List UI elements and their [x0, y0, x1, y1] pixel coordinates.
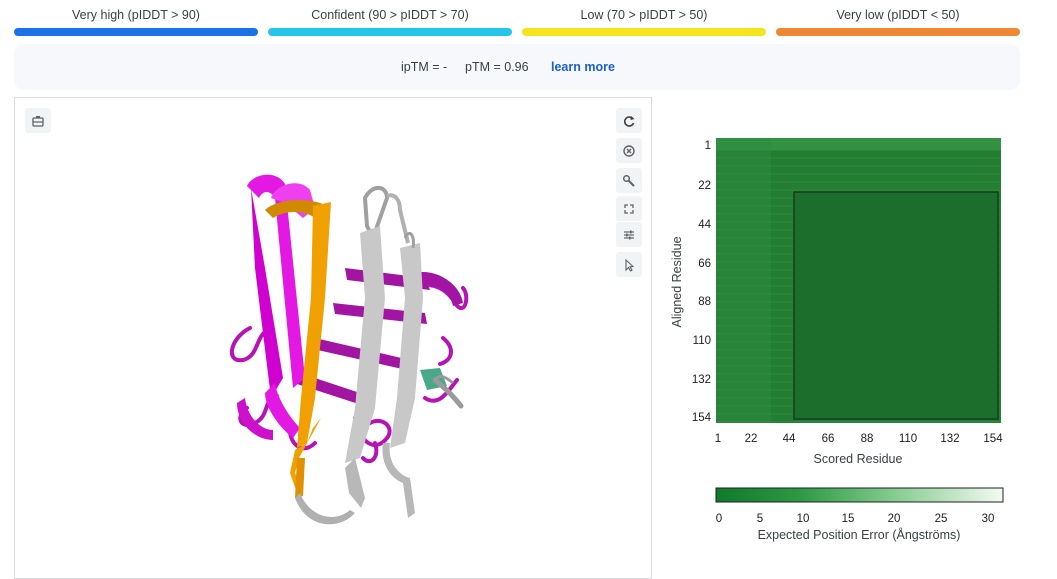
gray-strands — [295, 185, 423, 525]
legend-label: Low (70 > pIDDT > 50) — [580, 8, 708, 22]
pae-colorbar — [715, 487, 1004, 503]
structure-viewer[interactable] — [14, 97, 652, 579]
colorbar-tick: 5 — [757, 513, 763, 525]
legend-bar — [776, 28, 1020, 36]
legend-very-high: Very high (pIDDT > 90) — [14, 8, 258, 40]
learn-more-link[interactable]: learn more — [551, 60, 615, 74]
y-tick: 44 — [698, 219, 711, 231]
legend-label: Confident (90 > pIDDT > 70) — [311, 8, 469, 22]
settings-button[interactable] — [616, 222, 642, 247]
settings-sliders-icon — [624, 230, 634, 239]
ptm-score: pTM = 0.96 — [465, 60, 529, 74]
colorbar-tick: 15 — [842, 513, 855, 525]
pae-domain-box — [793, 191, 999, 420]
y-tick: 1 — [705, 140, 711, 152]
legend-low: Low (70 > pIDDT > 50) — [522, 8, 766, 40]
y-tick: 132 — [692, 374, 711, 386]
x-tick: 110 — [899, 433, 917, 445]
colorbar-ticks: 0 5 10 15 20 25 30 — [716, 513, 995, 525]
pae-y-ticks: 1 22 44 66 88 110 132 154 — [692, 140, 712, 424]
y-tick: 22 — [698, 180, 711, 192]
pae-heatmap-left-band — [716, 138, 771, 423]
legend-very-low: Very low (pIDDT < 50) — [776, 8, 1020, 40]
protein-structure-render — [229, 174, 469, 525]
x-tick: 154 — [983, 433, 1003, 445]
legend-label: Very high (pIDDT > 90) — [72, 8, 200, 22]
x-tick: 88 — [861, 433, 874, 445]
colorbar-tick: 20 — [888, 513, 901, 525]
x-tick: 22 — [745, 433, 758, 445]
legend-bar — [268, 28, 512, 36]
camera-icon — [32, 115, 44, 127]
colorbar-tick: 10 — [797, 513, 810, 525]
legend-bar — [14, 28, 258, 36]
pae-x-axis-title: Scored Residue — [814, 452, 903, 466]
pae-plot: 1 22 44 66 88 110 132 154 Aligned Residu… — [660, 97, 1050, 557]
teal-segment — [420, 368, 464, 409]
legend-bar — [522, 28, 766, 36]
reset-view-button[interactable] — [616, 108, 642, 133]
fullscreen-icon — [624, 203, 634, 214]
iptm-score: ipTM = - — [401, 60, 448, 74]
y-tick: 88 — [698, 296, 711, 308]
colorbar-tick: 30 — [982, 513, 995, 525]
pae-svg: 1 22 44 66 88 110 132 154 Aligned Residu… — [670, 138, 1004, 542]
reset-view-icon — [623, 115, 635, 127]
legend-label: Very low (pIDDT < 50) — [836, 8, 960, 22]
y-tick: 154 — [692, 412, 712, 424]
legend-confident: Confident (90 > pIDDT > 70) — [268, 8, 512, 40]
camera-button[interactable] — [25, 108, 51, 133]
colorbar-tick: 25 — [935, 513, 948, 525]
pae-y-axis-title: Aligned Residue — [670, 236, 684, 327]
x-tick: 66 — [822, 433, 835, 445]
x-tick: 1 — [715, 433, 721, 445]
select-button[interactable] — [616, 252, 642, 277]
pae-heatmap-top-band — [716, 138, 1001, 150]
orange-strand — [265, 199, 331, 498]
x-tick: 132 — [940, 433, 959, 445]
y-tick: 66 — [698, 258, 711, 270]
y-tick: 110 — [693, 335, 711, 347]
pae-x-ticks: 1 22 44 66 88 110 132 154 — [715, 433, 1003, 445]
spin-button[interactable] — [616, 138, 642, 163]
x-tick: 44 — [783, 433, 796, 445]
fullscreen-button[interactable] — [616, 196, 642, 221]
colorbar-tick: 0 — [716, 513, 722, 525]
spin-icon — [623, 144, 635, 157]
colorbar-title: Expected Position Error (Ångströms) — [758, 527, 961, 542]
confidence-scores-bar: ipTM = - pTM = 0.96 learn more — [14, 44, 1020, 90]
wrench-icon — [622, 174, 635, 187]
select-cursor-icon — [625, 258, 635, 272]
wrench-button[interactable] — [616, 168, 642, 193]
